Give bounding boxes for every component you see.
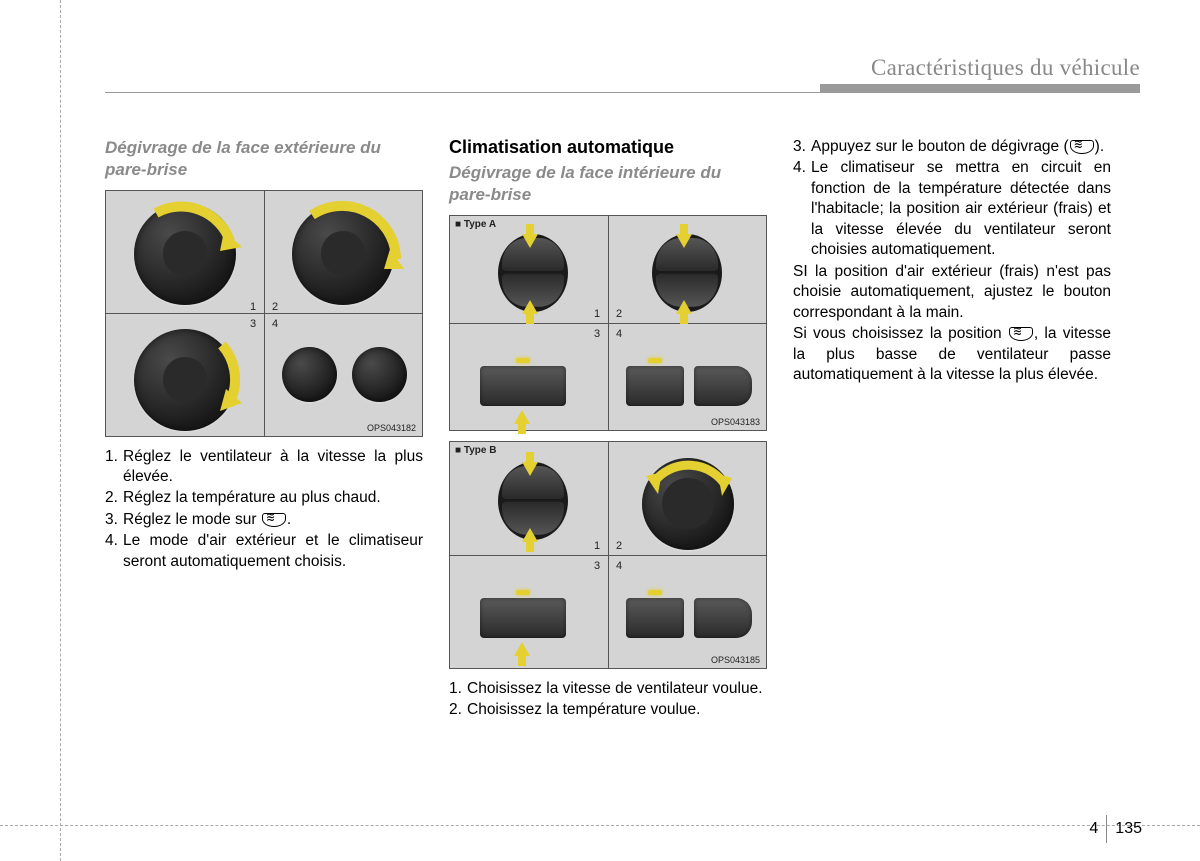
type-a-label: Type A xyxy=(464,219,496,230)
para-part-a: Si vous choisissez la position xyxy=(793,325,1008,342)
step-text: Choisissez la température voulue. xyxy=(467,700,767,720)
step-1: 1. Choisissez la vitesse de ventilateur … xyxy=(449,679,767,699)
quad-label-4: 4 xyxy=(616,328,622,340)
type-b-label: Type B xyxy=(464,445,497,456)
column-right: 3. Appuyez sur le bouton de dégivrage ()… xyxy=(793,137,1111,721)
defrost-icon xyxy=(262,513,286,527)
step-text: Choisissez la vitesse de ventilateur vou… xyxy=(467,679,767,699)
quad-label-1: 1 xyxy=(250,301,256,313)
chapter-number: 4 xyxy=(1089,820,1098,838)
step-num: 4. xyxy=(105,531,123,572)
quad-label-2: 2 xyxy=(616,308,622,320)
step-num: 2. xyxy=(105,488,123,508)
section-title-interior-defrost: Dégivrage de la face intérieure du pare-… xyxy=(449,162,767,206)
figure-code-182: OPS043182 xyxy=(367,423,416,433)
defrost-icon xyxy=(1070,140,1094,154)
column-middle: Climatisation automatique Dégivrage de l… xyxy=(449,137,767,721)
step-text-part: Réglez le mode sur xyxy=(123,511,261,528)
paragraph-position: Si vous choisissez la position , la vite… xyxy=(793,324,1111,385)
step-text: Le mode d'air extérieur et le climatiseu… xyxy=(123,531,423,572)
step-num: 1. xyxy=(449,679,467,699)
step-num: 4. xyxy=(793,158,811,260)
header-accent-bar xyxy=(820,84,1140,93)
page-header: Caractéristiques du véhicule xyxy=(105,55,1140,93)
figure-code-183: OPS043183 xyxy=(711,417,760,427)
step-text: Réglez le mode sur . xyxy=(123,510,423,530)
step-text-suffix: ). xyxy=(1095,138,1104,155)
section-title-auto-climate: Climatisation automatique xyxy=(449,137,767,158)
step-num: 2. xyxy=(449,700,467,720)
step-2: 2. Réglez la température au plus chaud. xyxy=(105,488,423,508)
step-text: Réglez le ventilateur à la vitesse la pl… xyxy=(123,447,423,488)
figure-code-185: OPS043185 xyxy=(711,655,760,665)
step-text-part: Appuyez sur le bouton de dégivrage ( xyxy=(811,138,1069,155)
quad-label-3: 3 xyxy=(250,318,256,330)
step-2: 2. Choisissez la température voulue. xyxy=(449,700,767,720)
steps-continued: 3. Appuyez sur le bouton de dégivrage ()… xyxy=(793,137,1111,261)
step-num: 3. xyxy=(793,137,811,157)
footer-divider xyxy=(1106,815,1107,843)
step-num: 1. xyxy=(105,447,123,488)
figure-typeB: ■ Type B xyxy=(449,441,767,669)
step-4: 4. Le mode d'air extérieur et le climati… xyxy=(105,531,423,572)
quad-label-1: 1 xyxy=(594,308,600,320)
quad-label-2: 2 xyxy=(272,301,278,313)
page-number: 135 xyxy=(1115,820,1142,838)
step-text: Le climatiseur se mettra en circuit en f… xyxy=(811,158,1111,260)
quad-label-1: 1 xyxy=(594,540,600,552)
paragraph-fresh-air: SI la position d'air extérieur (frais) n… xyxy=(793,262,1111,323)
step-text: Réglez la température au plus chaud. xyxy=(123,488,423,508)
header-title: Caractéristiques du véhicule xyxy=(871,55,1140,81)
quad-label-4: 4 xyxy=(616,560,622,572)
step-text-suffix: . xyxy=(287,511,291,528)
quad-label-3: 3 xyxy=(594,560,600,572)
section-title-exterior-defrost: Dégivrage de la face extérieure du pare-… xyxy=(105,137,423,181)
step-1: 1. Réglez le ventilateur à la vitesse la… xyxy=(105,447,423,488)
step-3: 3. Réglez le mode sur . xyxy=(105,510,423,530)
step-num: 3. xyxy=(105,510,123,530)
step-4: 4. Le climatiseur se mettra en circuit e… xyxy=(793,158,1111,260)
step-3: 3. Appuyez sur le bouton de dégivrage ()… xyxy=(793,137,1111,157)
steps-manual: 1. Réglez le ventilateur à la vitesse la… xyxy=(105,447,423,573)
column-left: Dégivrage de la face extérieure du pare-… xyxy=(105,137,423,721)
figure-typeA: ■ Type A xyxy=(449,215,767,431)
figure-manual-defrost: 1 2 3 4 OPS043182 xyxy=(105,190,423,437)
page-footer: 4 135 xyxy=(1089,815,1142,843)
quad-label-4: 4 xyxy=(272,318,278,330)
quad-label-2: 2 xyxy=(616,540,622,552)
quad-label-3: 3 xyxy=(594,328,600,340)
steps-auto: 1. Choisissez la vitesse de ventilateur … xyxy=(449,679,767,721)
step-text: Appuyez sur le bouton de dégivrage (). xyxy=(811,137,1111,157)
defrost-icon xyxy=(1009,327,1033,341)
